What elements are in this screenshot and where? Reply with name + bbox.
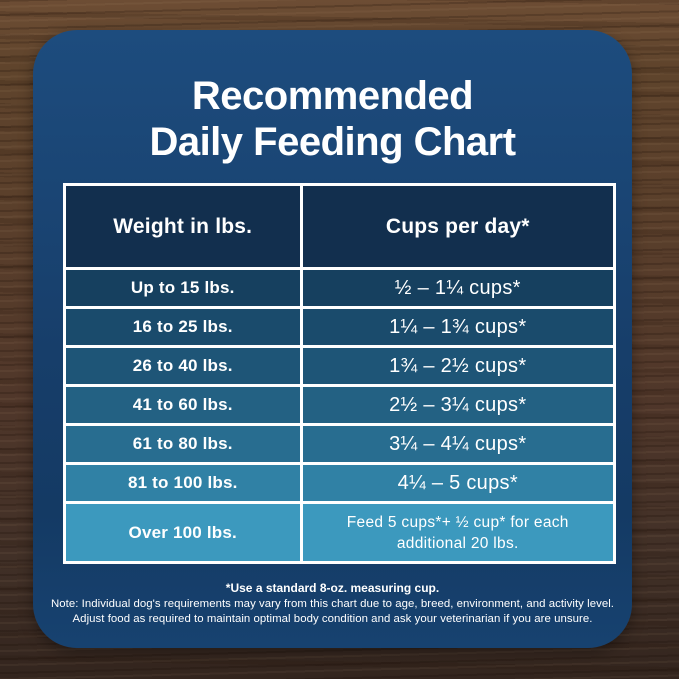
column-header-cups: Cups per day*: [299, 183, 616, 270]
table-row: 41 to 60 lbs. 2½ – 3¼ cups*: [63, 384, 616, 426]
cups-cell: Feed 5 cups*+ ½ cup* for each additional…: [299, 501, 616, 564]
feeding-table-container: Weight in lbs. Cups per day* Up to 15 lb…: [63, 183, 616, 564]
table-row: 26 to 40 lbs. 1¾ – 2½ cups*: [63, 345, 616, 387]
adjustment-note: Adjust food as required to maintain opti…: [72, 613, 593, 625]
weight-cell: 81 to 100 lbs.: [63, 462, 303, 504]
measuring-cup-note: *Use a standard 8-oz. measuring cup.: [225, 581, 440, 595]
table-row: 81 to 100 lbs. 4¼ – 5 cups*: [63, 462, 616, 504]
cups-cell: 4¼ – 5 cups*: [299, 462, 616, 504]
weight-cell: 61 to 80 lbs.: [63, 423, 303, 465]
weight-cell: 26 to 40 lbs.: [63, 345, 303, 387]
table-row: Up to 15 lbs. ½ – 1¼ cups*: [63, 267, 616, 309]
title-line-1: Recommended: [191, 74, 474, 118]
weight-cell: Up to 15 lbs.: [63, 267, 303, 309]
feeding-chart-card: Recommended Daily Feeding Chart Weight i…: [33, 30, 632, 648]
table-header-row: Weight in lbs. Cups per day*: [63, 183, 616, 270]
table-row: Over 100 lbs. Feed 5 cups*+ ½ cup* for e…: [63, 501, 616, 564]
weight-cell: 41 to 60 lbs.: [63, 384, 303, 426]
table-row: 61 to 80 lbs. 3¼ – 4¼ cups*: [63, 423, 616, 465]
weight-cell: 16 to 25 lbs.: [63, 306, 303, 348]
page-title: Recommended Daily Feeding Chart: [33, 30, 632, 165]
cups-cell: 1¼ – 1¾ cups*: [299, 306, 616, 348]
weight-cell: Over 100 lbs.: [63, 501, 303, 564]
table-row: 16 to 25 lbs. 1¼ – 1¾ cups*: [63, 306, 616, 348]
cups-cell: 2½ – 3¼ cups*: [299, 384, 616, 426]
column-header-weight: Weight in lbs.: [63, 183, 303, 270]
feeding-table: Weight in lbs. Cups per day* Up to 15 lb…: [63, 183, 616, 564]
cups-cell: ½ – 1¼ cups*: [299, 267, 616, 309]
title-line-2: Daily Feeding Chart: [149, 120, 516, 164]
cups-cell: 3¼ – 4¼ cups*: [299, 423, 616, 465]
footnotes: *Use a standard 8-oz. measuring cup. Not…: [33, 581, 632, 627]
variance-note: Note: Individual dog's requirements may …: [50, 598, 615, 610]
cups-cell: 1¾ – 2½ cups*: [299, 345, 616, 387]
